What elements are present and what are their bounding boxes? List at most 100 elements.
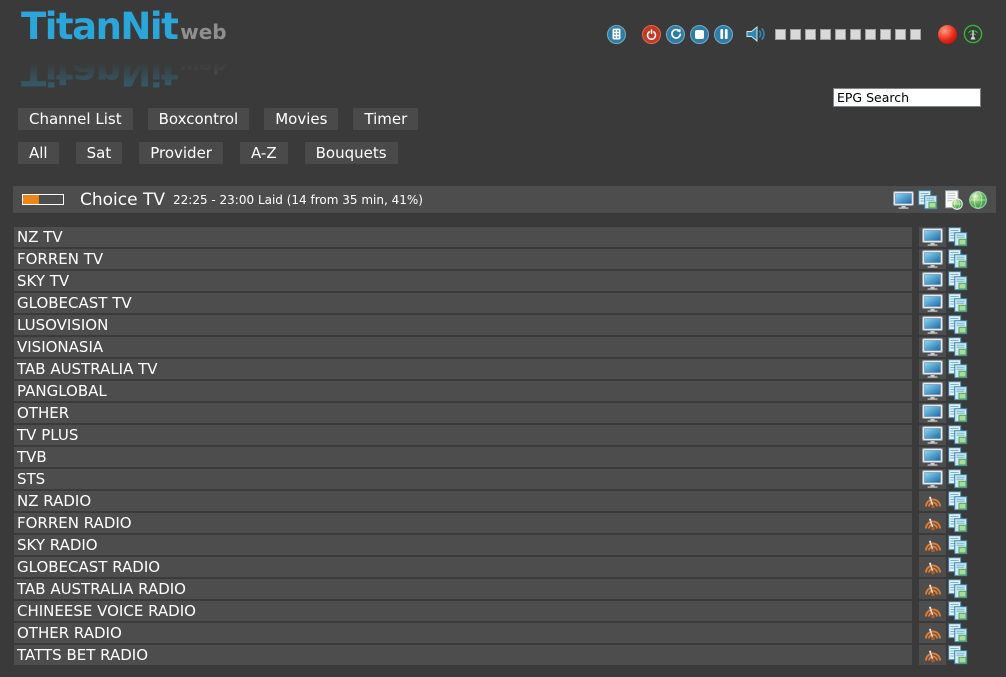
channel-epg-button[interactable] <box>947 623 968 644</box>
restart-button[interactable] <box>666 24 685 44</box>
channel-name-cell[interactable]: TATTS BET RADIO <box>14 645 912 665</box>
channel-epg-button[interactable] <box>947 601 968 622</box>
filter-sat[interactable]: Sat <box>75 142 123 164</box>
channel-epg-button[interactable] <box>947 227 968 248</box>
channel-epg-button[interactable] <box>947 513 968 534</box>
channel-type-cell[interactable] <box>919 315 946 335</box>
volume-segment[interactable] <box>820 28 831 40</box>
channel-name-cell[interactable]: GLOBECAST RADIO <box>14 557 912 577</box>
volume-segment[interactable] <box>775 28 786 40</box>
channel-type-cell[interactable] <box>919 293 946 313</box>
stop-button[interactable] <box>690 24 709 44</box>
channel-type-cell[interactable] <box>919 491 946 511</box>
channel-type-cell[interactable] <box>919 557 946 577</box>
channel-type-cell[interactable] <box>919 249 946 269</box>
channel-name-cell[interactable]: NZ TV <box>14 227 912 247</box>
volume-segment[interactable] <box>790 28 801 40</box>
volume-segment[interactable] <box>835 28 846 40</box>
remote-keypad-button[interactable] <box>607 24 626 44</box>
channel-name: LUSOVISION <box>17 316 109 334</box>
epg-list-icon <box>947 469 968 489</box>
channel-name-cell[interactable]: TVB <box>14 447 912 467</box>
pause-button[interactable] <box>714 24 733 44</box>
volume-segment[interactable] <box>910 28 921 40</box>
channel-type-cell[interactable] <box>919 337 946 357</box>
tab-boxcontrol[interactable]: Boxcontrol <box>147 108 250 130</box>
volume-segment[interactable] <box>880 28 891 40</box>
channel-type-cell[interactable] <box>919 403 946 423</box>
channel-epg-button[interactable] <box>947 271 968 292</box>
channel-type-cell[interactable] <box>919 425 946 445</box>
channel-type-cell[interactable] <box>919 601 946 621</box>
channel-name-cell[interactable]: VISIONASIA <box>14 337 912 357</box>
channel-type-cell[interactable] <box>919 579 946 599</box>
channel-name-cell[interactable]: LUSOVISION <box>14 315 912 335</box>
channel-name-cell[interactable]: GLOBECAST TV <box>14 293 912 313</box>
tab-timer[interactable]: Timer <box>353 108 419 130</box>
filter-a-z[interactable]: A-Z <box>239 142 288 164</box>
filter-bouquets[interactable]: Bouquets <box>304 142 398 164</box>
channel-name-cell[interactable]: SKY TV <box>14 271 912 291</box>
channel-epg-button[interactable] <box>947 337 968 358</box>
channel-type-cell[interactable] <box>919 623 946 643</box>
epg-list-icon <box>947 249 968 269</box>
channel-name-cell[interactable]: TAB AUSTRALIA TV <box>14 359 912 379</box>
channel-type-cell[interactable] <box>919 359 946 379</box>
channel-epg-button[interactable] <box>947 381 968 402</box>
channel-type-cell[interactable] <box>919 469 946 489</box>
radio-icon <box>923 559 943 576</box>
channel-epg-button[interactable] <box>947 425 968 446</box>
epg-list-icon <box>947 645 968 665</box>
epg-search-input[interactable] <box>833 88 981 107</box>
standby-button[interactable] <box>963 24 983 44</box>
channel-name-cell[interactable]: CHINEESE VOICE RADIO <box>14 601 912 621</box>
channel-epg-button[interactable] <box>947 579 968 600</box>
volume-segment[interactable] <box>805 28 816 40</box>
channel-epg-button[interactable] <box>947 293 968 314</box>
channel-epg-button[interactable] <box>947 535 968 556</box>
channel-name-cell[interactable]: TAB AUSTRALIA RADIO <box>14 579 912 599</box>
tv-stream-button[interactable] <box>892 189 914 211</box>
channel-epg-button[interactable] <box>947 491 968 512</box>
stop-icon <box>695 29 704 39</box>
channel-name-cell[interactable]: TV PLUS <box>14 425 912 445</box>
channel-type-cell[interactable] <box>919 271 946 291</box>
channel-name-cell[interactable]: OTHER <box>14 403 912 423</box>
mute-button[interactable] <box>745 24 767 44</box>
channel-type-cell[interactable] <box>919 381 946 401</box>
epg-list-button[interactable] <box>917 189 939 211</box>
channel-type-cell[interactable] <box>919 447 946 467</box>
channel-epg-button[interactable] <box>947 315 968 336</box>
epg-list-icon <box>947 293 968 313</box>
volume-segment[interactable] <box>865 28 876 40</box>
channel-epg-button[interactable] <box>947 645 968 666</box>
filter-provider[interactable]: Provider <box>139 142 223 164</box>
globe-button[interactable] <box>967 189 989 211</box>
channel-type-cell[interactable] <box>919 645 946 665</box>
channel-epg-button[interactable] <box>947 469 968 490</box>
channel-name-cell[interactable]: SKY RADIO <box>14 535 912 555</box>
channel-name-cell[interactable]: STS <box>14 469 912 489</box>
volume-segment[interactable] <box>895 28 906 40</box>
channel-epg-button[interactable] <box>947 557 968 578</box>
channel-name-cell[interactable]: PANGLOBAL <box>14 381 912 401</box>
tab-movies[interactable]: Movies <box>264 108 339 130</box>
channel-epg-button[interactable] <box>947 249 968 270</box>
web-page-button[interactable] <box>942 189 964 211</box>
channel-name-cell[interactable]: FORREN TV <box>14 249 912 269</box>
speaker-icon <box>745 24 767 44</box>
filter-all[interactable]: All <box>18 142 59 164</box>
channel-epg-button[interactable] <box>947 359 968 380</box>
channel-epg-button[interactable] <box>947 403 968 424</box>
channel-name-cell[interactable]: FORREN RADIO <box>14 513 912 533</box>
power-button[interactable] <box>642 24 661 44</box>
channel-name-cell[interactable]: OTHER RADIO <box>14 623 912 643</box>
channel-name-cell[interactable]: NZ RADIO <box>14 491 912 511</box>
tv-icon <box>922 338 943 356</box>
tab-channel-list[interactable]: Channel List <box>18 108 133 130</box>
volume-segment[interactable] <box>850 28 861 40</box>
channel-type-cell[interactable] <box>919 227 946 247</box>
channel-type-cell[interactable] <box>919 535 946 555</box>
channel-type-cell[interactable] <box>919 513 946 533</box>
channel-epg-button[interactable] <box>947 447 968 468</box>
